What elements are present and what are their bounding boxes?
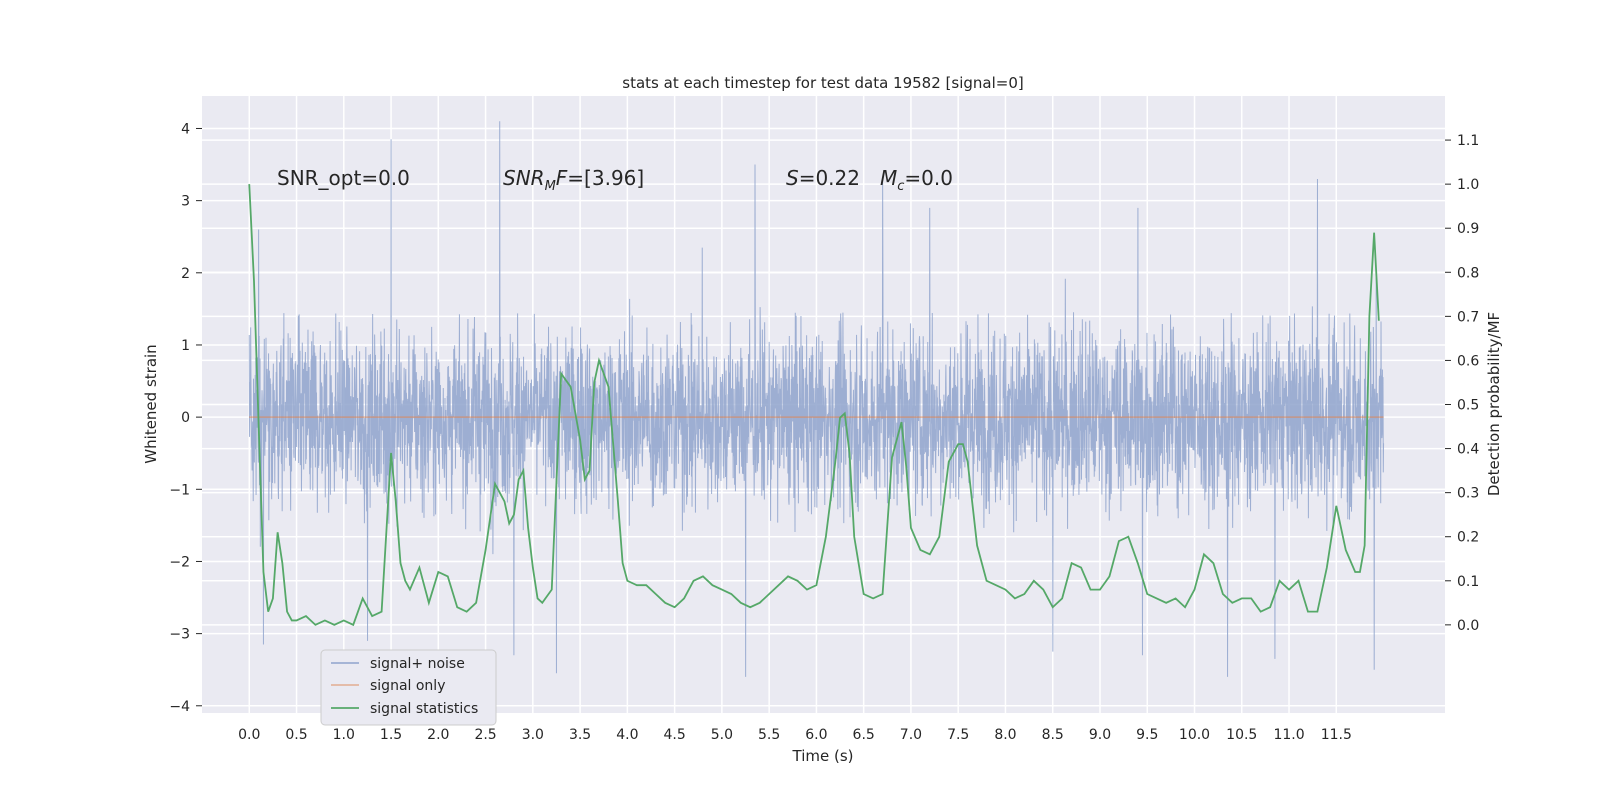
x-tick-label: 5.5 xyxy=(758,727,780,743)
x-tick-label: 6.5 xyxy=(853,727,875,743)
y2-tick-label: 0.8 xyxy=(1457,265,1479,281)
x-tick-label: 2.0 xyxy=(427,727,449,743)
x-tick-label: 9.0 xyxy=(1089,727,1111,743)
series-signal-statistics xyxy=(248,184,1380,627)
y2-tick-label: 0.6 xyxy=(1457,353,1479,369)
x-tick-label: 8.0 xyxy=(994,727,1016,743)
y2-tick-label: 0.7 xyxy=(1457,309,1479,325)
y-tick-label: −2 xyxy=(169,554,190,570)
x-tick-label: 0.0 xyxy=(238,727,260,743)
annotation-mc: Mc=0.0 xyxy=(880,166,953,194)
y2-axis-label: Detection probability/MF xyxy=(1485,312,1503,496)
annotation-s: S=0.22 xyxy=(786,166,860,190)
y2-tick-label: 1.1 xyxy=(1457,133,1479,149)
y2-tick-label: 0.4 xyxy=(1457,442,1479,458)
legend-box xyxy=(320,649,497,726)
y2-tick-label: 0.1 xyxy=(1457,574,1479,590)
x-tick-label: 4.0 xyxy=(616,727,638,743)
y-tick-label: 4 xyxy=(181,121,190,137)
annotation-s-value: =0.22 xyxy=(799,166,860,190)
x-axis-ticks: 0.0 0.5 1.0 1.5 2.0 2.5 3.0 3.5 4.0 4.5 5.0 5.5 6.0 6… xyxy=(238,727,1352,743)
x-tick-label: 11.0 xyxy=(1273,727,1304,743)
annotation-snr-mf-value: =[3.96] xyxy=(567,166,644,190)
y2-tick-label: 1.0 xyxy=(1457,177,1479,193)
x-tick-label: 11.5 xyxy=(1321,727,1352,743)
legend-label-noise: signal+ noise xyxy=(370,656,465,672)
x-tick-label: 10.5 xyxy=(1226,727,1257,743)
y2-axis-ticks: 0.0 0.1 0.2 0.3 0.4 0.5 0.6 0.7 0.8 0.9 1.0 1.1 xyxy=(1445,133,1479,634)
y-tick-label: −1 xyxy=(169,482,190,498)
legend-label-stats: signal statistics xyxy=(370,701,478,717)
y2-tick-label: 0.2 xyxy=(1457,530,1479,546)
y-tick-label: 0 xyxy=(181,410,190,426)
x-tick-label: 4.5 xyxy=(663,727,685,743)
x-tick-label: 1.5 xyxy=(380,727,402,743)
legend: signal+ noise signal only signal statist… xyxy=(320,649,497,726)
y2-tick-label: 0.3 xyxy=(1457,486,1479,502)
x-tick-label: 10.0 xyxy=(1179,727,1210,743)
x-tick-label: 2.5 xyxy=(474,727,496,743)
annotation-snr-mf: SNRMF=[3.96] xyxy=(503,166,644,194)
y-tick-label: −3 xyxy=(169,627,190,643)
x-tick-label: 1.0 xyxy=(333,727,355,743)
x-tick-label: 7.5 xyxy=(947,727,969,743)
x-tick-label: 3.5 xyxy=(569,727,591,743)
grid xyxy=(202,96,1445,713)
annotation-mc-value: =0.0 xyxy=(904,166,953,190)
signal-statistics-line xyxy=(248,184,1380,627)
legend-label-signal: signal only xyxy=(370,678,445,694)
chart-title: stats at each timestep for test data 195… xyxy=(622,74,1023,92)
y-tick-label: 1 xyxy=(181,338,190,354)
x-tick-label: 6.0 xyxy=(805,727,827,743)
x-axis-label: Time (s) xyxy=(792,747,854,765)
y2-tick-label: 0.0 xyxy=(1457,618,1479,634)
y2-tick-label: 0.9 xyxy=(1457,221,1479,237)
x-tick-label: 7.0 xyxy=(900,727,922,743)
noise-line xyxy=(248,121,1385,677)
x-tick-label: 8.5 xyxy=(1042,727,1064,743)
x-tick-label: 3.0 xyxy=(522,727,544,743)
y-tick-label: 2 xyxy=(181,266,190,282)
y-axis-ticks: −4 −3 −2 −1 0 1 2 3 4 xyxy=(169,121,202,715)
x-tick-label: 9.5 xyxy=(1136,727,1158,743)
y-axis-label: Whitened strain xyxy=(142,344,160,463)
y2-tick-label: 0.5 xyxy=(1457,398,1479,414)
series-signal-plus-noise xyxy=(248,121,1385,677)
x-tick-label: 5.0 xyxy=(711,727,733,743)
x-tick-label: 0.5 xyxy=(285,727,307,743)
y-tick-label: −4 xyxy=(169,699,190,715)
annotation-snr-opt: SNR_opt=0.0 xyxy=(277,166,410,190)
y-tick-label: 3 xyxy=(181,194,190,210)
